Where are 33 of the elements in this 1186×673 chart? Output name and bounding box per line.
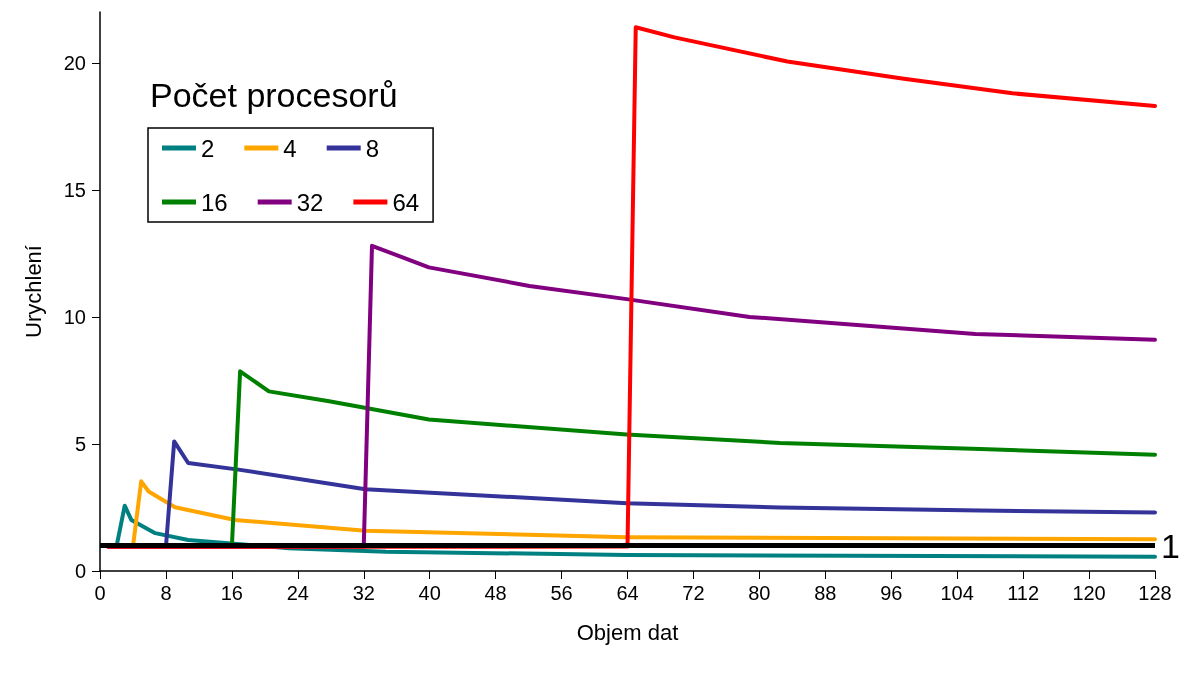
legend-label: 64 <box>392 188 420 216</box>
x-tick-label: 24 <box>286 582 309 604</box>
x-tick-label: 16 <box>220 582 243 604</box>
x-tick-label: 112 <box>1007 582 1040 604</box>
ref-line-label: 1 <box>1161 526 1180 565</box>
y-tick-label: 5 <box>74 432 86 455</box>
x-tick-label: 40 <box>418 582 441 604</box>
x-tick-label: 120 <box>1072 582 1106 604</box>
x-tick-label: 0 <box>94 582 106 604</box>
y-tick-label: 15 <box>63 178 86 201</box>
y-tick-label: 0 <box>74 560 86 582</box>
y-tick-label: 20 <box>63 51 86 74</box>
x-tick-label: 128 <box>1138 582 1172 604</box>
x-tick-label: 64 <box>616 582 639 604</box>
legend-label: 8 <box>365 134 380 162</box>
y-axis-title: Urychlení <box>20 245 46 338</box>
x-tick-label: 32 <box>352 582 375 604</box>
legend-label: 2 <box>201 134 215 162</box>
line-series <box>114 503 1157 559</box>
x-tick-label: 80 <box>748 582 771 604</box>
x-tick-label: 72 <box>682 582 705 604</box>
legend-title: Počet procesorů <box>150 76 398 114</box>
y-tick-label: 10 <box>63 305 86 328</box>
x-tick-label: 88 <box>814 582 837 604</box>
legend-label: 16 <box>201 188 228 216</box>
x-tick-label: 96 <box>880 582 903 604</box>
x-tick-label: 104 <box>940 582 974 604</box>
legend-label: 32 <box>296 188 324 216</box>
x-tick-label: 48 <box>484 582 507 604</box>
x-tick-label: 8 <box>160 582 172 604</box>
x-tick-label: 56 <box>550 582 573 604</box>
x-axis-title: Objem dat <box>576 619 679 645</box>
legend-label: 4 <box>283 134 297 162</box>
